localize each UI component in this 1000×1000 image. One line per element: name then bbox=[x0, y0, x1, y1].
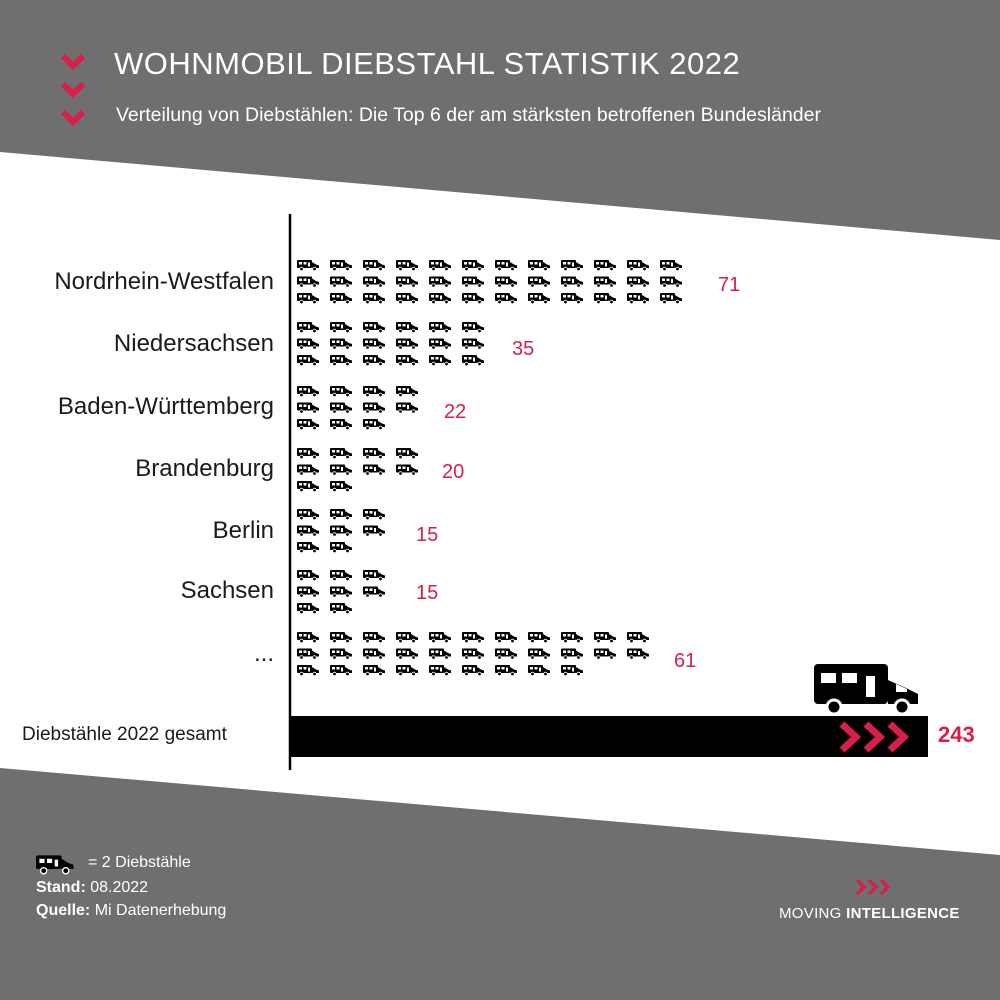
value-label: 20 bbox=[442, 461, 465, 483]
legend-text: = 2 Diebstähle bbox=[88, 854, 191, 871]
quelle-line: Quelle: Mi Datenerhebung bbox=[36, 902, 226, 920]
stand-line: Stand: 08.2022 bbox=[36, 879, 148, 897]
category-label: Brandenburg bbox=[135, 455, 274, 482]
chart-title: WOHNMOBIL DIEBSTAHL STATISTIK 2022 bbox=[114, 46, 741, 81]
chart-subtitle: Verteilung von Diebstählen: Die Top 6 de… bbox=[116, 104, 821, 126]
brand-part-2: INTELLIGENCE bbox=[846, 905, 960, 922]
value-label: 61 bbox=[674, 650, 697, 672]
value-label: 15 bbox=[416, 524, 439, 546]
category-label: Nordrhein-Westfalen bbox=[54, 268, 274, 295]
category-label: Sachsen bbox=[180, 577, 274, 604]
quelle-label: Quelle: bbox=[36, 902, 91, 919]
total-bar-chevrons-icon bbox=[839, 721, 910, 753]
stand-value: 08.2022 bbox=[90, 879, 149, 896]
total-value: 243 bbox=[938, 722, 975, 747]
brand-logo-text: MOVING INTELLIGENCE bbox=[779, 905, 960, 922]
header-chevrons-icon bbox=[63, 56, 83, 122]
legend-wohnmobil-icon bbox=[35, 854, 75, 875]
stand-label: Stand: bbox=[36, 879, 86, 896]
total-label: Diebstähle 2022 gesamt bbox=[22, 724, 227, 745]
quelle-value: Mi Datenerhebung bbox=[94, 902, 227, 919]
value-label: 22 bbox=[444, 401, 467, 423]
value-label: 15 bbox=[416, 582, 439, 604]
brand-part-1: MOVING bbox=[779, 905, 847, 922]
white-panel bbox=[0, 152, 1000, 855]
category-label: Baden-Württemberg bbox=[57, 393, 274, 420]
total-bar bbox=[290, 716, 928, 757]
large-wohnmobil-icon bbox=[814, 664, 918, 716]
brand-chevrons-icon bbox=[855, 878, 891, 896]
category-label: Berlin bbox=[212, 517, 274, 544]
category-label: Niedersachsen bbox=[113, 330, 274, 357]
category-label: ... bbox=[253, 640, 274, 667]
value-label: 35 bbox=[512, 338, 535, 360]
value-label: 71 bbox=[718, 274, 741, 296]
